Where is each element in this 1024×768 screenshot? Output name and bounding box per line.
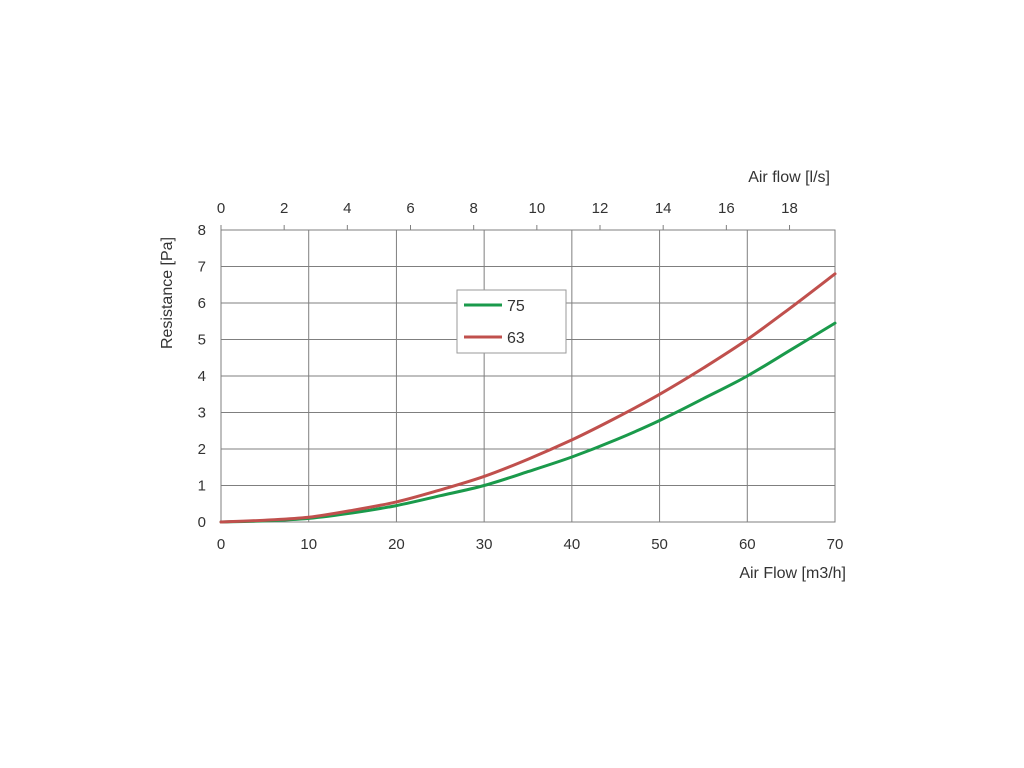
x-tick-label: 20 bbox=[388, 536, 405, 553]
y-tick-label: 4 bbox=[198, 368, 206, 385]
y-tick-label: 6 bbox=[198, 295, 206, 312]
x2-tick-label: 10 bbox=[528, 200, 545, 217]
x-axis-title: Air Flow [m3/h] bbox=[739, 565, 846, 582]
x-tick-label: 50 bbox=[651, 536, 668, 553]
x-tick-label: 0 bbox=[217, 536, 225, 553]
x2-tick-label: 2 bbox=[280, 200, 288, 217]
series-lines bbox=[219, 272, 837, 524]
legend-label-75: 75 bbox=[507, 298, 525, 315]
x-tick-label: 30 bbox=[476, 536, 493, 553]
y-tick-label: 8 bbox=[198, 222, 206, 239]
x2-tick-label: 4 bbox=[343, 200, 351, 217]
x2-tick-label: 14 bbox=[655, 200, 672, 217]
x-tick-label: 60 bbox=[739, 536, 756, 553]
x-tick-label: 40 bbox=[564, 536, 581, 553]
y-tick-label: 3 bbox=[198, 405, 206, 422]
x2-tick-label: 16 bbox=[718, 200, 735, 217]
y-tick-label: 5 bbox=[198, 332, 206, 349]
series-line-63 bbox=[219, 272, 837, 524]
y-tick-label: 2 bbox=[198, 441, 206, 458]
y-axis-title: Resistance [Pa] bbox=[159, 237, 176, 349]
y-tick-label: 0 bbox=[198, 514, 206, 531]
legend: 75 63 bbox=[456, 289, 567, 354]
x2-tick-label: 6 bbox=[406, 200, 414, 217]
legend-box bbox=[456, 289, 567, 354]
x2-axis-title: Air flow [l/s] bbox=[748, 169, 830, 186]
y-tick-label: 7 bbox=[198, 259, 206, 276]
x-tick-label: 10 bbox=[300, 536, 317, 553]
plot-border bbox=[220, 229, 836, 523]
y-tick-label: 1 bbox=[198, 478, 206, 495]
x2-tick-label: 18 bbox=[781, 200, 798, 217]
x2-tick-label: 0 bbox=[217, 200, 225, 217]
x-tick-label: 70 bbox=[827, 536, 844, 553]
grid bbox=[220, 225, 836, 523]
x2-tick-label: 8 bbox=[470, 200, 478, 217]
x2-tick-label: 12 bbox=[592, 200, 609, 217]
legend-label-63: 63 bbox=[507, 330, 525, 347]
